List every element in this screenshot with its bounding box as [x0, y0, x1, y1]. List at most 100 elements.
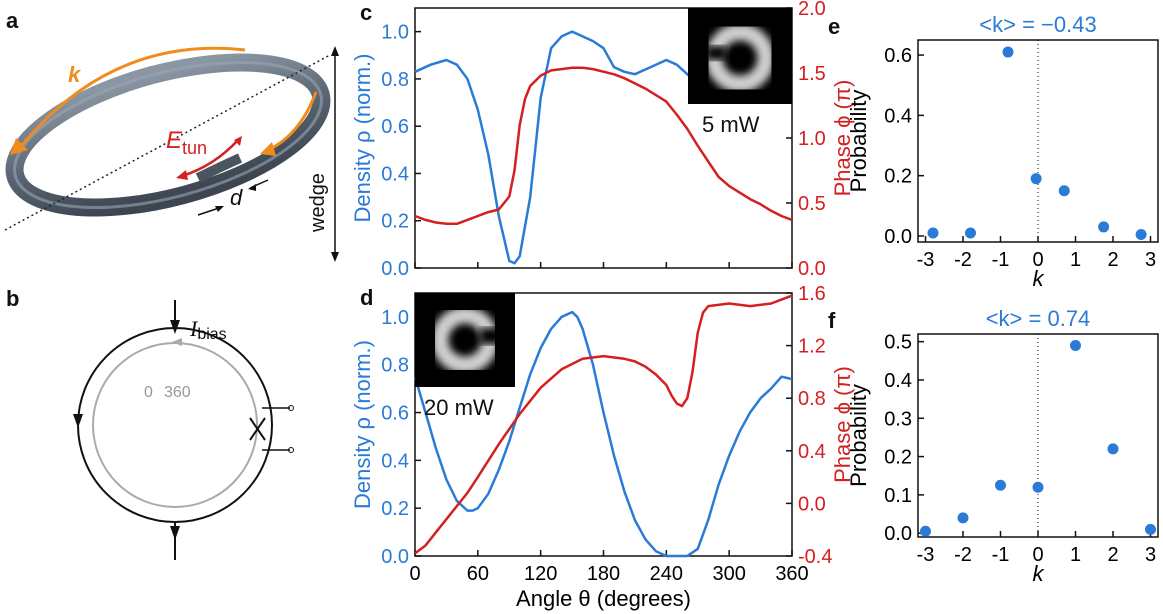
ytick-right-label: 0.8 [798, 388, 826, 410]
xtick-label: -3 [917, 249, 935, 271]
inset-c-image [688, 8, 792, 104]
ibias-main: I [189, 316, 199, 341]
ytick-left-label: 0.6 [381, 116, 409, 138]
panel-letter-c: c [360, 0, 372, 25]
ring-illustration [5, 53, 331, 217]
panel-letter-a: a [6, 8, 19, 33]
angle-end: 360 [164, 384, 191, 401]
xtick-label: 0 [409, 563, 420, 585]
dotted-axis-line [4, 54, 331, 231]
ytick-right-label: 1.6 [798, 283, 826, 305]
k-arrow [16, 46, 246, 151]
ytick-right-label: 1.0 [798, 128, 826, 150]
xtick-label: -1 [992, 544, 1010, 566]
panel-letter-d: d [360, 285, 373, 310]
ytick-right-label: 2.0 [798, 0, 826, 20]
panel-b: b Ibias 0 360 [6, 286, 294, 560]
x-axis-label: k [1033, 266, 1045, 291]
ibias-label: Ibias [189, 316, 227, 343]
y-axis-label-left: Density ρ (norm.) [350, 54, 375, 223]
data-point [957, 512, 969, 524]
etun-main: E [166, 127, 183, 154]
ytick-label: 0.4 [884, 370, 912, 392]
chart-d: d 0.0 0.2 0.4 0.6 0.8 1.0 -0.4 0.0 0.4 0.8 1.2 1.6 0 6… [350, 283, 855, 611]
xtick-label: 1 [1070, 544, 1081, 566]
xtick-label: -3 [917, 544, 935, 566]
xtick-label: 60 [467, 563, 489, 585]
phase-line [414, 66, 793, 226]
ytick-left-label: 0.8 [381, 69, 409, 91]
data-point [1070, 339, 1081, 351]
xtick-label: 2 [1107, 249, 1118, 271]
etun-label: Etun [166, 127, 207, 158]
panel-letter-f: f [828, 308, 836, 333]
y-axis-label-left: Density ρ (norm.) [350, 340, 375, 509]
ytick-label: 0.0 [884, 523, 912, 545]
chart-e: e <k> = −0.43 0.0 0.2 0.4 0.6 -3 -2 -1 0 1 2 3 k Proba… [828, 12, 1159, 291]
ytick-left-label: 0.8 [381, 355, 409, 377]
ytick-right-label: 0.0 [798, 258, 826, 280]
xtick-label: 180 [587, 563, 620, 585]
xtick-label: 3 [1145, 249, 1156, 271]
ytick-right-label: 1.2 [798, 336, 826, 358]
xtick-label: 2 [1107, 544, 1118, 566]
ytick-label: 0.4 [884, 105, 912, 127]
k-label: k [68, 62, 82, 87]
xtick-label: -2 [954, 249, 972, 271]
ytick-left-label: 0.4 [381, 163, 409, 185]
inset-d-label: 20 mW [424, 395, 494, 420]
ytick-left-label: 1.0 [381, 307, 409, 329]
etun-arrow [181, 139, 239, 178]
ytick-right-label: 1.5 [798, 63, 826, 85]
xtick-label: 3 [1145, 544, 1156, 566]
ytick-left-label: 0.2 [381, 498, 409, 520]
data-point [1030, 173, 1042, 185]
ytick-label: 0.2 [884, 447, 912, 469]
ytick-left-label: 0.0 [381, 258, 409, 280]
xtick-label: 1 [1070, 249, 1081, 271]
ytick-left-label: 0.2 [381, 211, 409, 233]
data-point [1002, 46, 1014, 58]
ytick-label: 0.2 [884, 166, 912, 188]
inset-d-image [415, 293, 515, 387]
ytick-right-label: 0.0 [798, 493, 826, 515]
d-label: d [230, 185, 243, 210]
data-point [1107, 443, 1119, 455]
etun-sub: tun [182, 138, 207, 158]
ytick-left-label: 0.4 [381, 450, 409, 472]
x-axis-label: k [1033, 561, 1045, 586]
ytick-label: 0.0 [884, 226, 912, 248]
ytick-left-label: 0.0 [381, 546, 409, 568]
wedge-label: wedge [307, 173, 329, 233]
xtick-label: 300 [712, 563, 745, 585]
xtick-label: 0 [1032, 544, 1043, 566]
flow-arrow [267, 91, 318, 152]
ibias-sub: bias [197, 326, 226, 343]
xtick-label: -2 [954, 544, 972, 566]
data-point [965, 227, 976, 239]
panel-letter-e: e [828, 14, 840, 39]
ytick-label: 0.3 [884, 408, 912, 430]
xtick-label: -1 [992, 249, 1010, 271]
chart-f: f <k> = 0.74 0.0 0.1 0.2 0.3 0.4 0.5 -3 -2 -1 0 1 2 3 k… [828, 306, 1159, 586]
data-point [1145, 523, 1156, 535]
y-axis-label: Probability [846, 90, 871, 193]
ytick-left-label: 0.6 [381, 403, 409, 425]
xtick-label: 0 [1032, 249, 1043, 271]
y-axis-label-right: Phase ϕ (π) [830, 80, 855, 197]
ytick-label: 0.6 [884, 45, 912, 67]
data-point [1098, 221, 1110, 233]
chart-title: <k> = −0.43 [979, 12, 1096, 37]
panel-letter-b: b [6, 286, 19, 311]
angle-start: 0 [144, 384, 153, 401]
xtick-label: 240 [650, 563, 683, 585]
data-point [1058, 185, 1070, 197]
angle-circle [92, 342, 258, 508]
inset-c-label: 5 mW [702, 112, 760, 137]
ytick-label: 0.1 [884, 485, 912, 507]
ytick-right-label: -0.4 [798, 546, 832, 568]
chart-c: c 0.0 0.2 0.4 0.6 0.8 1.0 0.0 0.5 1.0 1.5 2.0 Densit… [350, 0, 855, 280]
phase-line [414, 294, 793, 555]
xtick-label: 120 [524, 563, 557, 585]
